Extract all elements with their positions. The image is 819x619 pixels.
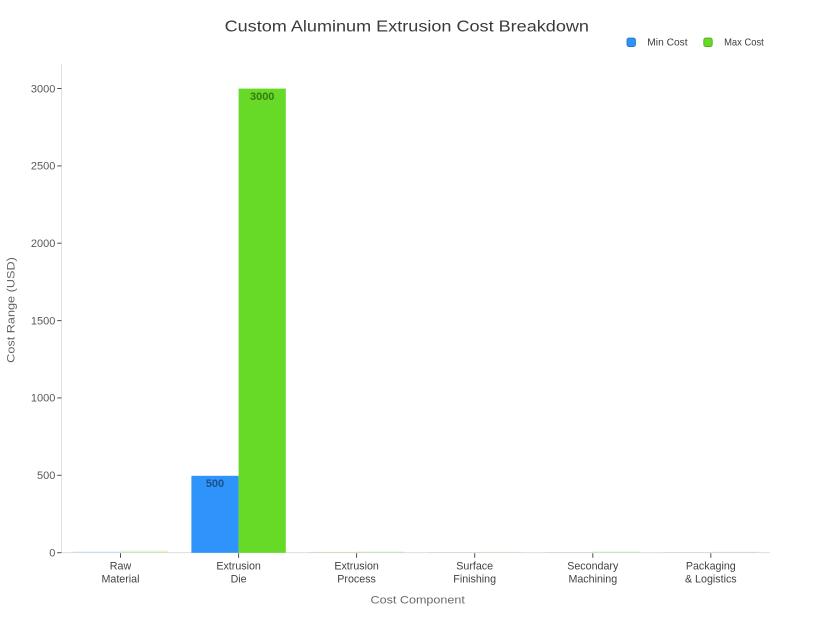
svg-text:Custom Aluminum Extrusion Cost: Custom Aluminum Extrusion Cost Breakdown xyxy=(225,18,589,35)
svg-text:Extrusion: Extrusion xyxy=(334,561,379,573)
svg-text:Die: Die xyxy=(231,573,247,585)
svg-text:Process: Process xyxy=(337,573,376,585)
svg-text:Raw: Raw xyxy=(110,561,132,573)
svg-text:1000: 1000 xyxy=(31,393,55,405)
svg-text:1500: 1500 xyxy=(31,315,55,327)
svg-text:Secondary: Secondary xyxy=(567,561,619,573)
svg-text:0: 0 xyxy=(49,548,55,560)
svg-text:Machining: Machining xyxy=(568,573,617,585)
svg-text:3000: 3000 xyxy=(250,91,274,103)
svg-text:2500: 2500 xyxy=(31,161,55,173)
svg-text:Cost Component: Cost Component xyxy=(371,594,466,606)
svg-text:Material: Material xyxy=(101,573,139,585)
svg-text:Packaging: Packaging xyxy=(686,561,736,573)
svg-text:Min Cost: Min Cost xyxy=(647,37,687,49)
svg-text:500: 500 xyxy=(37,470,55,482)
svg-text:500: 500 xyxy=(206,478,224,490)
svg-text:2000: 2000 xyxy=(31,238,55,250)
svg-text:3000: 3000 xyxy=(31,83,55,95)
svg-text:Extrusion: Extrusion xyxy=(216,561,261,573)
svg-text:& Logistics: & Logistics xyxy=(685,573,737,585)
svg-text:Finishing: Finishing xyxy=(453,573,496,585)
svg-text:Surface: Surface xyxy=(456,561,493,573)
svg-text:Cost Range (USD): Cost Range (USD) xyxy=(6,257,18,363)
svg-text:Max Cost: Max Cost xyxy=(724,37,764,49)
